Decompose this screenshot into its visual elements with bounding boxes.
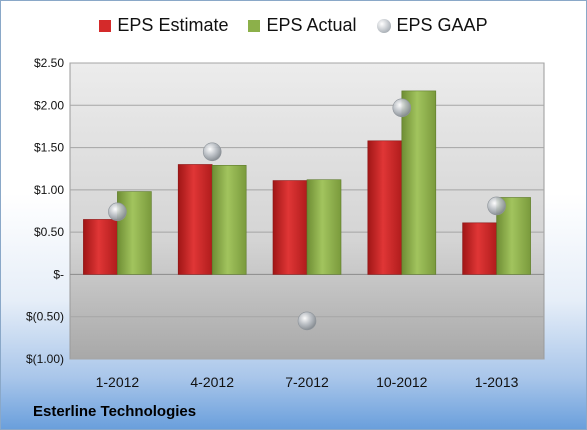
point-eps-gaap xyxy=(297,311,317,331)
bar-eps-estimate xyxy=(462,222,497,275)
bar-eps-actual xyxy=(306,179,342,275)
bar-eps-estimate xyxy=(367,140,403,275)
y-tick-label: $- xyxy=(53,267,64,281)
point-eps-gaap xyxy=(392,98,412,118)
company-name: Esterline Technologies xyxy=(33,403,197,420)
bar-eps-estimate xyxy=(83,219,118,275)
y-tick-label: $0.50 xyxy=(34,225,64,239)
legend-label-estimate: EPS Estimate xyxy=(117,15,229,35)
chart-legend: EPS Estimate EPS Actual EPS GAAP xyxy=(1,15,586,36)
bar-eps-actual xyxy=(496,197,531,275)
eps-chart: $2.50 $2.00 $1.50 $1.00 $0.50 $- $(0.50) $(1.00… xyxy=(26,56,545,390)
bar-eps-actual xyxy=(211,165,247,275)
bar-eps-actual xyxy=(117,191,152,275)
legend-label-gaap: EPS GAAP xyxy=(396,15,488,35)
legend-swatch-actual xyxy=(248,19,261,32)
x-tick-label: 10-2012 xyxy=(376,374,428,390)
bar-eps-estimate xyxy=(272,180,308,275)
point-eps-gaap xyxy=(487,196,506,216)
legend-swatch-estimate xyxy=(99,19,112,32)
legend-item-gaap: EPS GAAP xyxy=(376,15,488,36)
x-tick-label: 7-2012 xyxy=(285,374,329,390)
y-tick-label: $(1.00) xyxy=(26,352,64,366)
point-eps-gaap xyxy=(202,142,222,162)
bar-eps-estimate xyxy=(177,164,213,275)
x-tick-label: 1-2013 xyxy=(475,374,519,390)
x-tick-label: 1-2012 xyxy=(96,374,140,390)
y-tick-label: $(0.50) xyxy=(26,310,64,324)
point-eps-gaap xyxy=(108,202,127,222)
legend-item-estimate: EPS Estimate xyxy=(99,15,228,36)
y-tick-label: $1.00 xyxy=(34,183,64,197)
legend-swatch-gaap xyxy=(376,18,391,33)
bar-eps-actual xyxy=(401,90,437,275)
y-tick-label: $2.00 xyxy=(34,98,64,112)
legend-item-actual: EPS Actual xyxy=(248,15,357,36)
legend-label-actual: EPS Actual xyxy=(266,15,357,35)
y-tick-label: $1.50 xyxy=(34,141,64,155)
y-tick-label: $2.50 xyxy=(34,56,64,70)
x-tick-label: 4-2012 xyxy=(190,374,234,390)
